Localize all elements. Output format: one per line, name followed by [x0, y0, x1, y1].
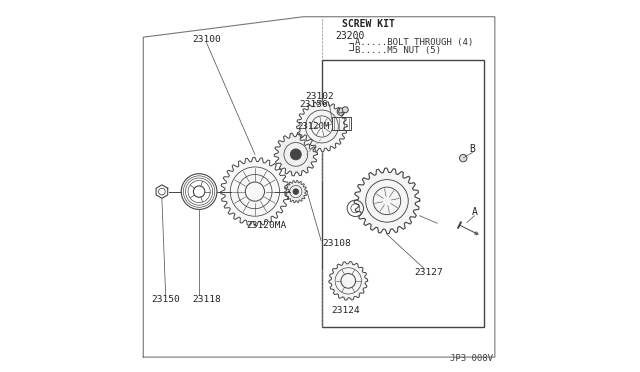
Text: B.....M5 NUT (5): B.....M5 NUT (5) [355, 46, 442, 55]
Text: 23108: 23108 [322, 239, 351, 248]
Text: 23156: 23156 [300, 100, 328, 109]
Text: 23150: 23150 [151, 295, 180, 304]
Circle shape [460, 154, 467, 162]
Text: SCREW KIT: SCREW KIT [342, 19, 395, 29]
Bar [332, 117, 351, 130]
Polygon shape [285, 180, 307, 203]
Text: 23102: 23102 [306, 92, 334, 101]
Text: 23120M: 23120M [298, 122, 330, 131]
Text: 23124: 23124 [331, 306, 360, 315]
Text: 23120MA: 23120MA [246, 221, 286, 230]
Text: JP3 008V: JP3 008V [450, 354, 493, 363]
Polygon shape [296, 101, 347, 152]
Polygon shape [221, 157, 289, 226]
Circle shape [337, 108, 344, 115]
Polygon shape [275, 133, 317, 176]
Circle shape [293, 189, 299, 195]
Text: B: B [470, 144, 476, 154]
Circle shape [342, 107, 348, 113]
Text: 23118: 23118 [192, 295, 221, 304]
Polygon shape [329, 262, 367, 300]
Circle shape [291, 149, 301, 160]
Polygon shape [354, 168, 420, 234]
Text: 23127: 23127 [415, 268, 444, 277]
Text: 23100: 23100 [192, 35, 221, 44]
Text: A.....BOLT THROUGH (4): A.....BOLT THROUGH (4) [355, 38, 474, 47]
Text: A: A [472, 207, 477, 217]
Bar [322, 60, 484, 327]
Text: 23200: 23200 [335, 31, 364, 41]
